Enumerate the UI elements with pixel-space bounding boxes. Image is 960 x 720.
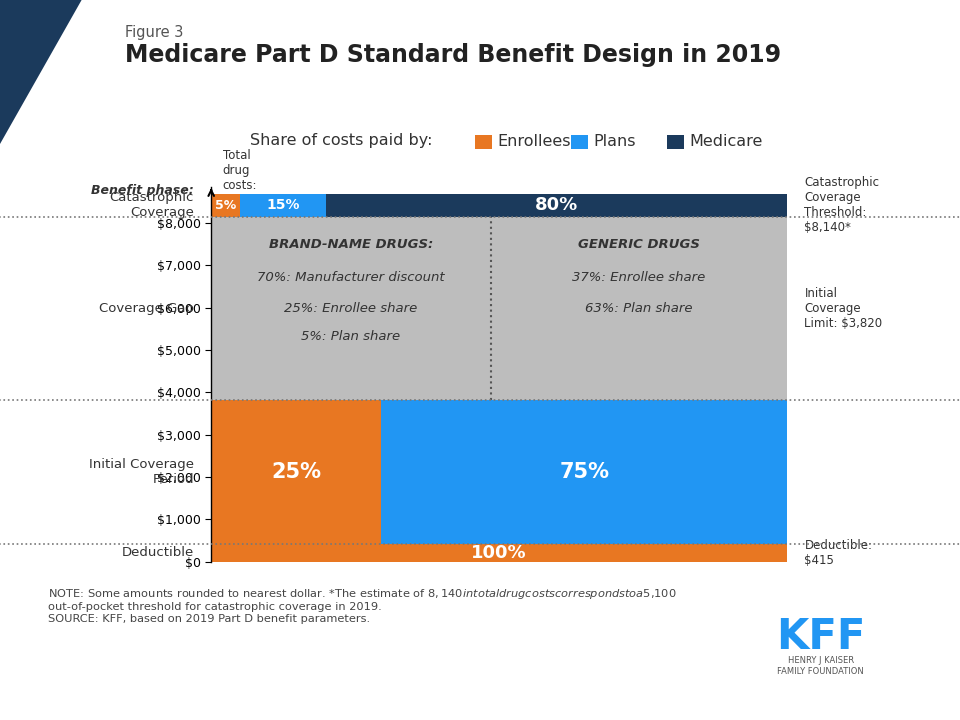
Bar <box>211 194 240 217</box>
Text: GENERIC DRUGS: GENERIC DRUGS <box>578 238 700 251</box>
Text: NOTE: Some amounts rounded to nearest dollar. *The estimate of $8,140 in total d: NOTE: Some amounts rounded to nearest do… <box>48 587 677 624</box>
Bar <box>326 194 787 217</box>
Text: Deductible: Deductible <box>122 546 194 559</box>
Text: Plans: Plans <box>593 135 636 149</box>
Text: Benefit phase:: Benefit phase: <box>91 184 194 197</box>
Bar <box>240 194 326 217</box>
Text: 70%: Manufacturer discount: 70%: Manufacturer discount <box>257 271 444 284</box>
Text: 80%: 80% <box>535 197 579 215</box>
Text: 75%: 75% <box>559 462 610 482</box>
Text: Coverage Gap: Coverage Gap <box>99 302 194 315</box>
Text: Deductible:
$415: Deductible: $415 <box>804 539 873 567</box>
Text: 5%: 5% <box>215 199 236 212</box>
Text: Catastrophic
Coverage
Threshold:
$8,140*: Catastrophic Coverage Threshold: $8,140* <box>804 176 879 235</box>
Text: 25%: Enrollee share: 25%: Enrollee share <box>284 302 418 315</box>
Text: Share of costs paid by:: Share of costs paid by: <box>250 133 432 148</box>
Text: KFF: KFF <box>776 616 866 658</box>
Text: Initial Coverage
Period: Initial Coverage Period <box>89 458 194 486</box>
Text: Medicare: Medicare <box>689 135 762 149</box>
Text: 37%: Enrollee share: 37%: Enrollee share <box>572 271 706 284</box>
Text: Total
drug
costs:: Total drug costs: <box>223 149 257 192</box>
Text: Enrollees: Enrollees <box>497 135 571 149</box>
Text: HENRY J KAISER
FAMILY FOUNDATION: HENRY J KAISER FAMILY FOUNDATION <box>778 657 864 675</box>
Text: Medicare Part D Standard Benefit Design in 2019: Medicare Part D Standard Benefit Design … <box>125 43 780 67</box>
Text: Initial
Coverage
Limit: $3,820: Initial Coverage Limit: $3,820 <box>804 287 882 330</box>
Text: BRAND-NAME DRUGS:: BRAND-NAME DRUGS: <box>269 238 433 251</box>
Text: Figure 3: Figure 3 <box>125 25 183 40</box>
Text: 5%: Plan share: 5%: Plan share <box>301 330 400 343</box>
Bar <box>211 217 787 400</box>
Text: Catastrophic
Coverage: Catastrophic Coverage <box>109 192 194 220</box>
Bar <box>211 400 381 544</box>
Bar <box>211 544 787 562</box>
Text: 100%: 100% <box>471 544 527 562</box>
Text: 63%: Plan share: 63%: Plan share <box>586 302 692 315</box>
Bar <box>381 400 787 544</box>
Text: 15%: 15% <box>267 199 300 212</box>
Text: 25%: 25% <box>271 462 322 482</box>
